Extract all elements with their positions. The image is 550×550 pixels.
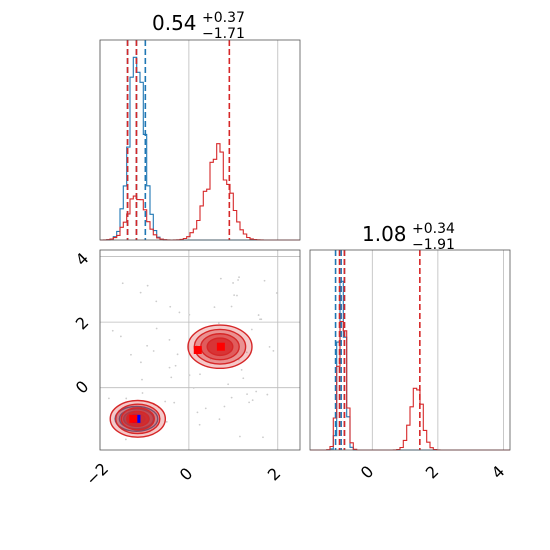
scatter-point bbox=[178, 311, 181, 314]
scatter-point bbox=[238, 276, 240, 279]
scatter-point bbox=[232, 282, 234, 284]
title-1-minus: −1.71 bbox=[202, 26, 245, 42]
grid-2 bbox=[371, 250, 504, 450]
marker-s1-1 bbox=[193, 346, 202, 354]
scatter-point bbox=[275, 292, 278, 294]
scatter-point bbox=[173, 401, 176, 404]
scatter-point bbox=[108, 397, 110, 400]
scatter-point bbox=[174, 364, 177, 367]
scatter-point bbox=[266, 393, 269, 396]
scatter-point bbox=[140, 361, 142, 364]
scatter-point bbox=[223, 405, 226, 408]
title-1-median: 0.54 bbox=[152, 11, 197, 35]
scatter-point bbox=[196, 411, 199, 414]
scatter-point bbox=[141, 378, 143, 381]
scatter-point bbox=[130, 353, 132, 356]
scatter-point bbox=[155, 327, 158, 330]
scatter-point bbox=[176, 353, 179, 356]
scatter-point bbox=[125, 397, 128, 400]
scatter-point bbox=[263, 279, 266, 282]
ytick-0: 0 bbox=[72, 377, 93, 398]
frame-2 bbox=[309, 249, 511, 451]
scatter-point bbox=[259, 318, 261, 321]
hist-1-series-1 bbox=[100, 143, 300, 241]
scatter-point bbox=[250, 328, 253, 331]
scatter-point bbox=[237, 279, 239, 281]
scatter-point bbox=[239, 435, 241, 438]
joint-marks bbox=[108, 276, 278, 441]
marker-s1-0 bbox=[129, 414, 138, 423]
hist-2 bbox=[310, 250, 510, 451]
scatter-point bbox=[233, 294, 236, 297]
title-2-plus: +0.34 bbox=[412, 221, 455, 237]
scatter-point bbox=[141, 392, 144, 394]
scatter-point bbox=[217, 322, 220, 324]
scatter-point bbox=[230, 305, 233, 308]
scatter-point bbox=[165, 420, 168, 423]
scatter-point bbox=[255, 390, 258, 393]
grid-1 bbox=[99, 40, 279, 240]
ytick-4: 4 bbox=[72, 249, 93, 270]
scatter-point bbox=[219, 277, 222, 280]
ytick-2: 2 bbox=[72, 313, 93, 334]
marker-s1-2 bbox=[216, 342, 225, 351]
title-2-median: 1.08 bbox=[362, 222, 407, 246]
scatter-point bbox=[168, 366, 171, 369]
frame-joint bbox=[99, 249, 301, 451]
scatter-point bbox=[170, 376, 173, 379]
panel-joint: 4 2 0 −2 0 2 bbox=[72, 249, 301, 489]
scatter-point bbox=[272, 349, 275, 352]
scatter-point bbox=[192, 387, 195, 389]
scatter-point bbox=[139, 291, 142, 294]
xtick2-4: 4 bbox=[488, 462, 509, 483]
scatter-point bbox=[121, 282, 124, 285]
scatter-point bbox=[124, 438, 127, 441]
scatter-point bbox=[204, 407, 207, 410]
scatter-point bbox=[164, 400, 167, 403]
scatter-point bbox=[230, 396, 233, 399]
scatter-point bbox=[213, 306, 216, 309]
xtick-neg2: −2 bbox=[82, 459, 112, 489]
scatter-point bbox=[257, 314, 260, 316]
scatter-point bbox=[188, 374, 191, 377]
panel-marginal-1: 0.54 +0.37 −1.71 bbox=[99, 10, 301, 241]
xtick2-0: 0 bbox=[357, 462, 378, 483]
panel-marginal-2: 1.08 +0.34 −1.91 0 2 4 bbox=[309, 221, 511, 483]
xtick-0: 0 bbox=[176, 464, 197, 485]
scatter-point bbox=[246, 393, 248, 396]
scatter-point bbox=[169, 305, 172, 308]
scatter-point bbox=[251, 399, 254, 402]
scatter-point bbox=[168, 338, 171, 341]
scatter-point bbox=[240, 368, 243, 371]
title-1-plus: +0.37 bbox=[202, 10, 245, 26]
scatter-point bbox=[146, 284, 149, 287]
xtick2-2: 2 bbox=[422, 462, 443, 483]
scatter-point bbox=[268, 345, 271, 348]
scatter-point bbox=[260, 318, 263, 321]
xtick-2: 2 bbox=[264, 464, 285, 485]
scatter-point bbox=[236, 294, 238, 297]
scatter-point bbox=[199, 373, 201, 376]
scatter-point bbox=[245, 351, 248, 354]
scatter-point bbox=[198, 423, 201, 426]
hist-1 bbox=[100, 40, 300, 241]
scatter-point bbox=[152, 350, 155, 352]
scatter-point bbox=[188, 313, 191, 316]
scatter-point bbox=[242, 377, 245, 380]
scatter-point bbox=[218, 418, 221, 421]
scatter-point bbox=[262, 436, 264, 439]
scatter-point bbox=[111, 329, 114, 332]
scatter-point bbox=[227, 383, 230, 386]
scatter-point bbox=[146, 344, 149, 347]
scatter-point bbox=[155, 300, 158, 303]
title-2-minus: −1.91 bbox=[412, 237, 455, 253]
scatter-point bbox=[119, 335, 122, 338]
scatter-point bbox=[248, 401, 251, 404]
frame-1 bbox=[99, 39, 301, 241]
